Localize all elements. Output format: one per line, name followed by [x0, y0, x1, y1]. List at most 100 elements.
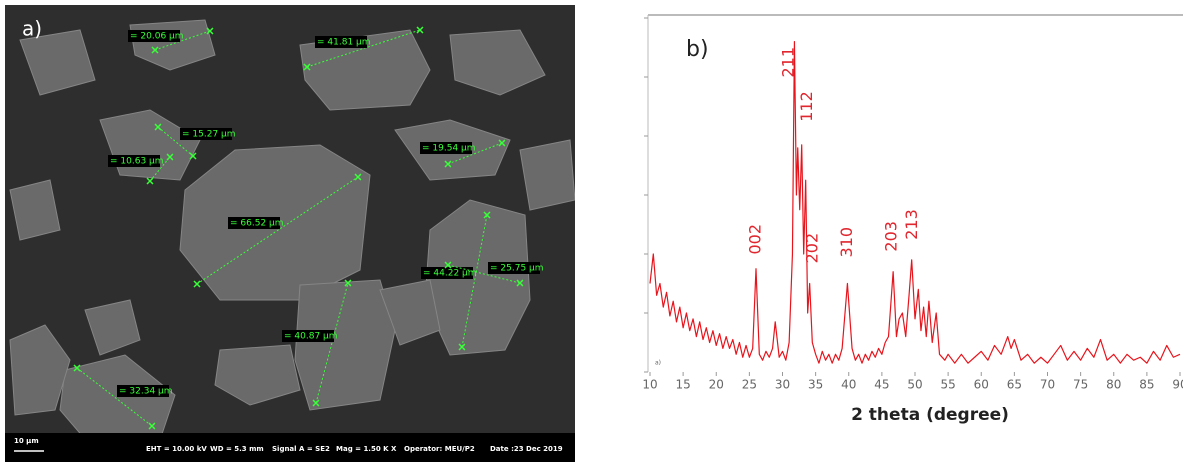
measure-end	[458, 343, 466, 351]
scale-bar-label: 10 µm	[14, 437, 39, 445]
x-tick-label: 75	[1073, 378, 1088, 392]
measure-end	[498, 139, 506, 147]
y-tick-label: 120	[617, 11, 640, 25]
measure-end	[444, 261, 452, 269]
particle	[19, 29, 96, 96]
measure-end	[73, 364, 81, 372]
x-tick-label: 25	[742, 378, 757, 392]
particle	[9, 324, 71, 416]
measure-end	[154, 123, 162, 131]
measure-label: = 25.75 µm	[490, 264, 544, 274]
measure-label: = 66.52 µm	[230, 219, 284, 229]
x-axis-label: 2 theta (degree)	[851, 405, 1009, 425]
x-tick-label: 40	[841, 378, 856, 392]
measure-box	[488, 262, 540, 274]
measure-box	[108, 155, 160, 167]
measure-end	[206, 27, 214, 35]
measure-label: = 20.06 µm	[130, 32, 184, 42]
measure-end	[444, 160, 452, 168]
panel-label: b)	[686, 37, 709, 62]
x-tick-label: 20	[709, 378, 724, 392]
measure-box	[117, 385, 169, 397]
info-text: Signal A = SE2	[272, 445, 330, 453]
measure-line	[149, 156, 171, 182]
measure-end	[516, 279, 524, 287]
xrd-chart: b) a) 2 theta (degree) Intensity 0 20 40 60…	[596, 11, 1183, 425]
measure-box	[420, 142, 472, 154]
measure-label: = 19.54 µm	[422, 144, 476, 154]
particles	[9, 19, 575, 446]
x-tick-label: 45	[874, 378, 889, 392]
info-text: EHT = 10.00 kV	[146, 445, 207, 453]
y-tick-label: 40	[625, 247, 640, 261]
particle	[9, 179, 61, 241]
x-tick-label: 50	[907, 378, 922, 392]
x-tick-label: 85	[1139, 378, 1154, 392]
peak-label: 002	[746, 224, 765, 255]
measure-end	[312, 399, 320, 407]
x-tick-label: 15	[675, 378, 690, 392]
x-tick-label: 35	[808, 378, 823, 392]
measure-line	[447, 142, 503, 165]
measure-end	[303, 63, 311, 71]
y-tick-label: 0	[632, 365, 640, 379]
measure-end	[344, 279, 352, 287]
x-tick-label: 80	[1106, 378, 1121, 392]
corner-label: a)	[655, 360, 661, 367]
peak-label: 203	[881, 221, 900, 252]
measure-line	[196, 176, 359, 285]
measure-label: = 41.81 µm	[317, 38, 371, 48]
measure-box	[315, 36, 367, 48]
measure-label: = 40.87 µm	[284, 332, 338, 342]
measure-box	[228, 217, 280, 229]
y-tick-label: 100	[617, 70, 640, 84]
panel-label: a)	[22, 17, 42, 41]
measure-end	[189, 152, 197, 160]
x-tick-label: 65	[1007, 378, 1022, 392]
measure-end	[146, 177, 154, 185]
measure-line	[157, 126, 194, 157]
x-tick-label: 90	[1172, 378, 1183, 392]
peak-label: 211	[779, 47, 798, 78]
y-tick-label: 20	[625, 306, 640, 320]
measure-end	[166, 153, 174, 161]
measure-label: = 10.63 µm	[110, 157, 164, 167]
measure-line	[154, 30, 211, 51]
sem-image: a) = 20.06 µm = 41.81 µm = 15.27 µm = 10.63…	[5, 5, 575, 462]
info-text: Operator: MEU/P2	[404, 445, 475, 453]
peak-label: 213	[902, 209, 921, 240]
x-tick-label: 30	[775, 378, 790, 392]
x-tick-label: 10	[642, 378, 657, 392]
info-text: Mag = 1.50 K X	[336, 445, 397, 453]
peak-label: 310	[837, 227, 856, 258]
peak-label: 202	[802, 233, 821, 264]
peak-label: 112	[797, 91, 816, 122]
measure-line	[447, 264, 521, 284]
measure-label: = 44.22 µm	[423, 269, 477, 279]
measure-end	[416, 26, 424, 34]
measure-end	[354, 173, 362, 181]
measure-end	[151, 46, 159, 54]
info-bar	[5, 433, 575, 462]
particle	[299, 29, 431, 111]
x-tick-label: 55	[940, 378, 955, 392]
particle	[84, 299, 141, 356]
particle	[294, 279, 396, 411]
measure-end	[148, 422, 156, 430]
y-axis-label: Intensity	[596, 152, 616, 237]
measure-label: = 15.27 µm	[182, 130, 236, 140]
particle	[519, 139, 575, 211]
measure-box	[421, 267, 473, 279]
particle	[379, 279, 441, 346]
y-tick-label: 80	[625, 129, 640, 143]
measure-box	[282, 330, 334, 342]
xrd-line	[649, 41, 1181, 364]
x-tick-label: 60	[974, 378, 989, 392]
measure-line	[315, 282, 349, 404]
info-text: Date :23 Dec 2019	[490, 445, 563, 453]
x-tick-label: 70	[1040, 378, 1055, 392]
info-text: WD = 5.3 mm	[210, 445, 264, 453]
y-tick-label: 60	[625, 188, 640, 202]
measure-box	[128, 30, 180, 42]
